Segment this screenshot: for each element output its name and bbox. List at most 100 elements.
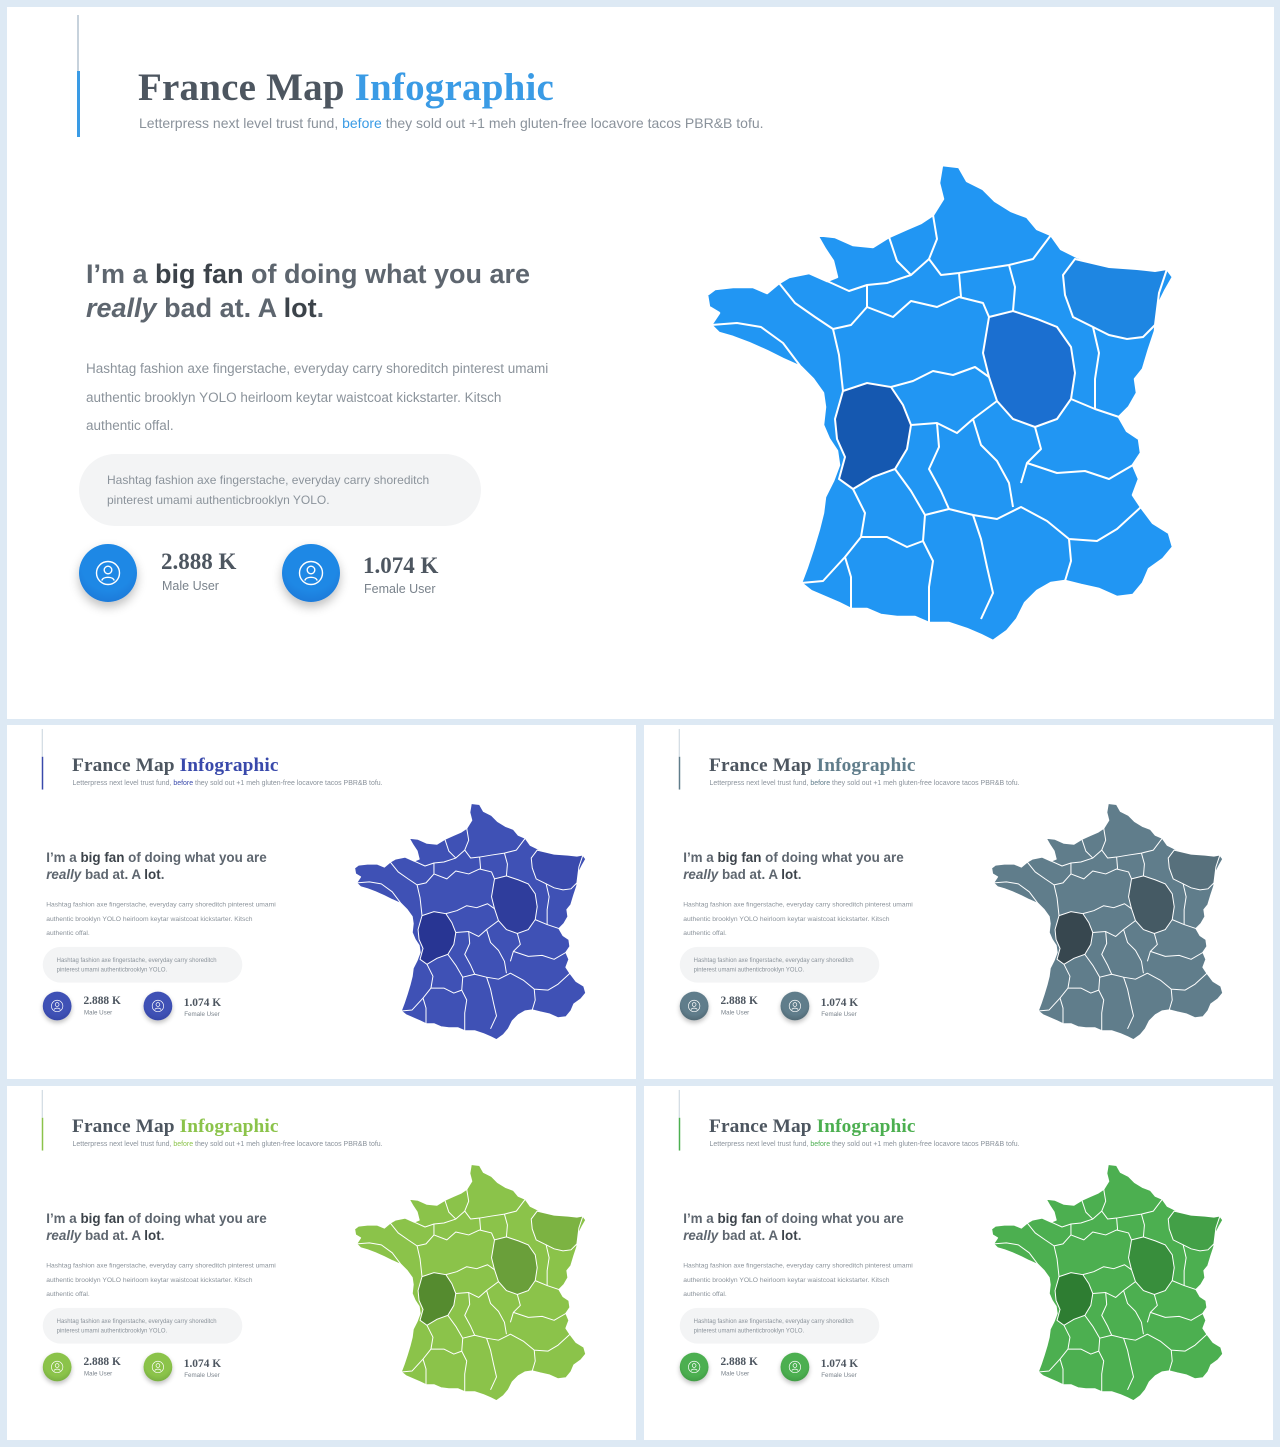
- france-map: [353, 1163, 587, 1402]
- subtitle-link[interactable]: before: [342, 115, 382, 131]
- subtitle-link[interactable]: before: [810, 778, 831, 787]
- female-user-value: 1.074 K: [820, 1357, 859, 1370]
- slide-green: France Map Infographic Letterpress next …: [644, 1086, 1273, 1440]
- slide-blue: France Map Infographic Letterpress next …: [7, 7, 1274, 719]
- region-highlight-west: [1054, 911, 1094, 965]
- region-highlight-west: [833, 381, 913, 491]
- body-paragraph: Hashtag fashion axe fingerstache, everyd…: [683, 900, 913, 937]
- female-user-badge: [780, 1352, 810, 1382]
- region-northeast: [1167, 849, 1221, 891]
- france-outline: [990, 1163, 1224, 1402]
- slide-lime: France Map Infographic Letterpress next …: [7, 1086, 636, 1440]
- quote-text: Hashtag fashion axe fingerstache, everyd…: [56, 1317, 217, 1335]
- subtitle-link[interactable]: before: [173, 1139, 194, 1148]
- user-icon: [788, 999, 801, 1013]
- region-highlight-east: [491, 1236, 538, 1296]
- user-icon: [51, 1360, 64, 1374]
- quote-box: Hashtag fashion axe fingerstache, everyd…: [679, 1307, 880, 1344]
- female-user-label: Female User: [184, 1010, 220, 1018]
- region-borders: [993, 828, 1208, 1031]
- france-outline: [990, 802, 1224, 1041]
- france-map: [990, 1163, 1224, 1402]
- title-accent-bar: [678, 728, 681, 790]
- male-user-label: Male User: [720, 1008, 750, 1016]
- quote-text: Hashtag fashion axe fingerstache, everyd…: [693, 1317, 854, 1335]
- quote-text: Hashtag fashion axe fingerstache, everyd…: [56, 956, 217, 974]
- slide-title: France Map Infographic: [138, 66, 555, 109]
- headline: I’m a big fan of doing what you are real…: [46, 850, 267, 882]
- user-icon: [151, 1360, 164, 1374]
- headline: I’m a big fan of doing what you are real…: [86, 259, 531, 323]
- user-icon: [95, 560, 121, 586]
- user-icon: [51, 999, 64, 1013]
- slide-title: France Map Infographic: [709, 754, 916, 776]
- quote-box: Hashtag fashion axe fingerstache, everyd…: [679, 946, 880, 983]
- france-outline: [705, 163, 1175, 643]
- region-highlight-east: [491, 875, 538, 935]
- headline: I’m a big fan of doing what you are real…: [683, 850, 904, 882]
- body-paragraph: Hashtag fashion axe fingerstache, everyd…: [683, 1261, 913, 1298]
- body-paragraph: Hashtag fashion axe fingerstache, everyd…: [86, 361, 549, 433]
- france-outline: [353, 802, 587, 1041]
- slide-content: France Map Infographic Letterpress next …: [7, 7, 1274, 719]
- quote-box: Hashtag fashion axe fingerstache, everyd…: [42, 946, 243, 983]
- male-user-label: Male User: [83, 1008, 113, 1016]
- male-user-value: 2.888 K: [720, 994, 758, 1007]
- quote-box: Hashtag fashion axe fingerstache, everyd…: [79, 454, 481, 526]
- slide-content: France Map Infographic Letterpress next …: [7, 725, 636, 1078]
- user-icon: [688, 999, 701, 1013]
- slide-subtitle: Letterpress next level trust fund, befor…: [72, 778, 383, 787]
- quote-box: Hashtag fashion axe fingerstache, everyd…: [42, 1307, 243, 1344]
- headline: I’m a big fan of doing what you are real…: [46, 1211, 267, 1243]
- male-user-badge: [42, 991, 72, 1021]
- male-user-label: Male User: [83, 1369, 113, 1377]
- subtitle-link[interactable]: before: [173, 778, 194, 787]
- female-user-value: 1.074 K: [183, 1357, 222, 1370]
- region-northeast: [530, 849, 584, 891]
- title-accent-bar: [41, 1089, 44, 1151]
- female-user-label: Female User: [364, 582, 436, 596]
- quote-text: Hashtag fashion axe fingerstache, everyd…: [107, 473, 430, 507]
- male-user-value: 2.888 K: [83, 1355, 121, 1368]
- region-highlight-west: [417, 1272, 457, 1326]
- region-northeast: [1167, 1210, 1221, 1252]
- male-user-value: 2.888 K: [83, 994, 121, 1007]
- title-accent-bar: [678, 1089, 681, 1151]
- male-user-label: Male User: [162, 579, 219, 593]
- region-northeast: [1061, 257, 1169, 341]
- female-user-label: Female User: [184, 1371, 220, 1379]
- body-paragraph: Hashtag fashion axe fingerstache, everyd…: [46, 1261, 276, 1298]
- region-borders: [356, 1189, 571, 1392]
- slide-title: France Map Infographic: [72, 754, 279, 776]
- male-user-badge: [679, 991, 709, 1021]
- slide-subtitle: Letterpress next level trust fund, befor…: [709, 778, 1020, 787]
- slide-title: France Map Infographic: [709, 1115, 916, 1137]
- female-user-badge: [143, 991, 173, 1021]
- slide-subtitle: Letterpress next level trust fund, befor…: [72, 1139, 383, 1148]
- france-map: [705, 163, 1175, 643]
- user-icon: [688, 1360, 701, 1374]
- male-user-label: Male User: [720, 1369, 750, 1377]
- male-user-value: 2.888 K: [161, 549, 237, 574]
- female-user-badge: [780, 991, 810, 1021]
- slide-slate: France Map Infographic Letterpress next …: [644, 725, 1273, 1079]
- subtitle-link[interactable]: before: [810, 1139, 831, 1148]
- body-paragraph: Hashtag fashion axe fingerstache, everyd…: [46, 900, 276, 937]
- slide-content: France Map Infographic Letterpress next …: [7, 1086, 636, 1439]
- france-map: [990, 802, 1224, 1041]
- headline: I’m a big fan of doing what you are real…: [683, 1211, 904, 1243]
- male-user-badge: [679, 1352, 709, 1382]
- region-borders: [356, 828, 571, 1031]
- female-user-value: 1.074 K: [820, 996, 859, 1009]
- slide-subtitle: Letterpress next level trust fund, befor…: [139, 115, 764, 131]
- user-icon: [151, 999, 164, 1013]
- region-highlight-east: [1128, 875, 1175, 935]
- female-user-label: Female User: [821, 1371, 857, 1379]
- slide-title: France Map Infographic: [72, 1115, 279, 1137]
- region-borders: [710, 214, 1142, 623]
- france-outline: [353, 1163, 587, 1402]
- female-user-value: 1.074 K: [183, 996, 222, 1009]
- slide-subtitle: Letterpress next level trust fund, befor…: [709, 1139, 1020, 1148]
- region-highlight-east: [981, 309, 1077, 429]
- title-accent-bar: [77, 15, 80, 137]
